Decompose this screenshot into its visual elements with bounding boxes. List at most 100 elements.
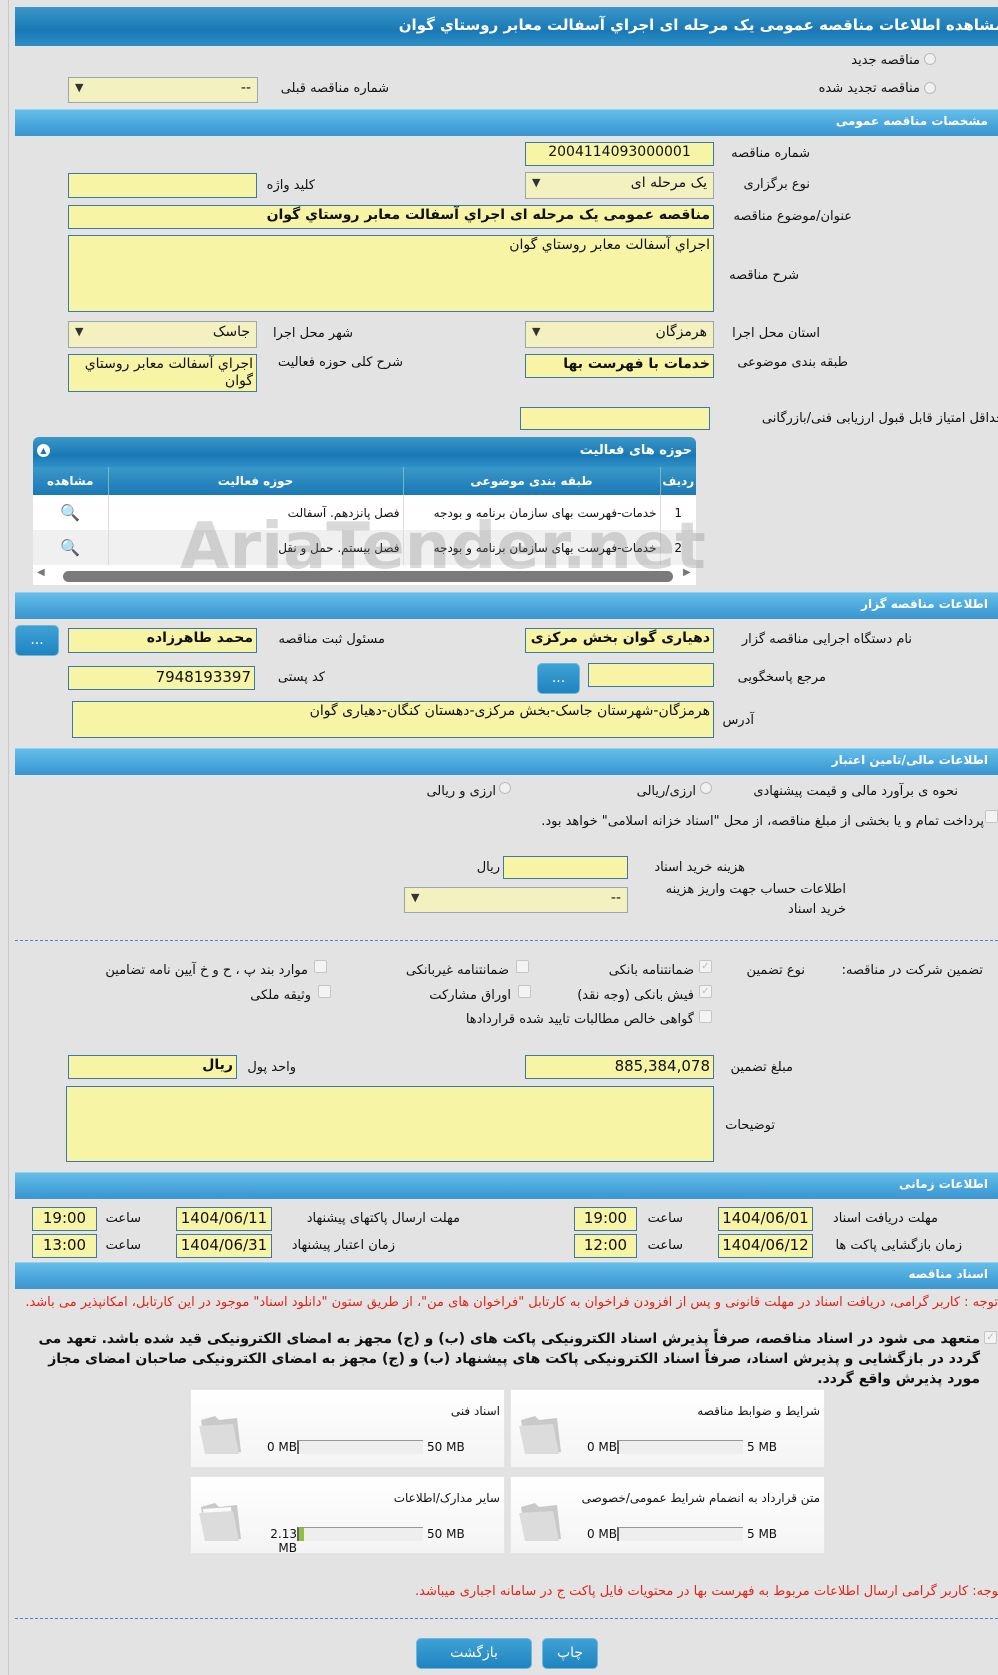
file-used: 0 MB — [586, 1440, 617, 1454]
organizer-header-text: اطلاعات مناقصه گزار — [861, 597, 988, 611]
file-card[interactable]: اسناد فنی 0 MB 50 MB — [190, 1389, 505, 1468]
row-category: خدمات-فهرست بهای سازمان برنامه و بودجه — [402, 495, 660, 530]
property-label: وثیقه ملکی — [250, 988, 311, 1003]
file-max: 50 MB — [427, 1440, 465, 1454]
chevron-down-icon: ▼ — [532, 325, 541, 338]
file-card[interactable]: متن قرارداد به انضمام شرایط عمومی/خصوصی … — [510, 1476, 825, 1554]
file-title: سایر مدارک/اطلاعات — [393, 1491, 500, 1505]
open-date[interactable]: 1404/06/12 — [718, 1234, 813, 1258]
page-border — [8, 0, 9, 1675]
back-button[interactable]: بازگشت — [416, 1638, 532, 1669]
category-label: طبقه بندی موضوعی — [737, 355, 848, 370]
doc-cost-field[interactable] — [503, 856, 628, 879]
renewed-tender-radio[interactable] — [924, 82, 936, 94]
watermark: AriaTender.net — [180, 510, 706, 584]
view-icon[interactable]: 🔍 — [60, 538, 81, 557]
rial-radio[interactable] — [700, 782, 712, 794]
documents-header-text: اسناد مناقصه — [908, 1267, 988, 1281]
table-row: 1 خدمات-فهرست بهای سازمان برنامه و بودجه… — [33, 495, 696, 530]
guarantee-title: تضمین شرکت در مناقصه: — [841, 963, 983, 978]
file-card[interactable]: شرایط و ضوابط مناقصه 0 MB 5 MB — [510, 1389, 825, 1468]
chevron-down-icon: ▼ — [532, 176, 541, 189]
description-textarea[interactable]: اجراي آسفالت معابر روستاي گوان — [68, 235, 714, 312]
validity-date[interactable]: 1404/06/31 — [176, 1234, 272, 1258]
postal-code-field[interactable]: 7948193397 — [68, 666, 255, 690]
address-field[interactable]: هرمزگان-شهرستان جاسک-بخش مرکزی-دهستان کن… — [72, 701, 714, 738]
file-title: متن قرارداد به انضمام شرایط عمومی/خصوصی — [581, 1491, 820, 1505]
province-select[interactable]: هرمزگان ▼ — [525, 321, 714, 348]
city-select[interactable]: جاسک ▼ — [68, 321, 257, 348]
file-usage-bar — [297, 1527, 423, 1541]
postal-code-label: کد پستی — [277, 670, 325, 685]
open-time[interactable]: 12:00 — [574, 1234, 637, 1258]
other-guarantee-checkbox[interactable] — [314, 960, 327, 973]
file-max: 5 MB — [747, 1440, 778, 1454]
validity-time[interactable]: 13:00 — [32, 1234, 97, 1258]
print-button[interactable]: چاپ — [542, 1638, 598, 1669]
min-score-field[interactable] — [520, 407, 710, 430]
tender-number-label: شماره مناقصه — [731, 146, 810, 161]
nonbank-guarantee-checkbox[interactable] — [516, 960, 529, 973]
currency-rial-option-label: ارزی و ریالی — [426, 784, 496, 799]
folder-icon — [519, 1503, 561, 1541]
guarantee-type-label: نوع تضمین — [746, 963, 805, 978]
currency-rial-radio[interactable] — [499, 782, 511, 794]
doc-receive-time[interactable]: 19:00 — [574, 1207, 637, 1231]
claims-certificate-checkbox[interactable] — [699, 1010, 712, 1023]
collapse-icon[interactable]: ▲ — [37, 444, 50, 457]
account-value: -- — [610, 890, 621, 906]
bank-guarantee-checkbox[interactable]: ✓ — [699, 960, 712, 973]
responsible-field[interactable]: محمد طاهرزاده — [68, 628, 257, 653]
documents-section-header: اسناد مناقصه — [15, 1262, 998, 1289]
treasury-checkbox[interactable] — [985, 810, 998, 823]
bonds-checkbox[interactable] — [518, 985, 531, 998]
submit-label: مهلت ارسال پاکتهای پیشنهاد — [306, 1211, 460, 1226]
view-icon[interactable]: 🔍 — [60, 503, 81, 522]
property-checkbox[interactable] — [318, 985, 331, 998]
description-label: شرح مناقصه — [729, 268, 799, 283]
scroll-left-arrow[interactable]: ◀ — [37, 567, 45, 578]
address-label: آدرس — [722, 713, 754, 728]
file-usage-bar — [617, 1440, 743, 1454]
doc-receive-date[interactable]: 1404/06/01 — [718, 1207, 813, 1231]
responsible-label: مسئول ثبت مناقصه — [278, 632, 385, 647]
category-field[interactable]: خدمات با فهرست بها — [525, 354, 714, 378]
row-index: 1 — [659, 495, 696, 530]
file-usage-bar — [617, 1527, 743, 1541]
prev-number-select[interactable]: -- ▼ — [68, 77, 258, 103]
subject-field[interactable]: مناقصه عمومی یک مرحله ای اجراي آسفالت مع… — [68, 205, 714, 229]
holding-type-select[interactable]: یک مرحله ای ▼ — [525, 172, 714, 199]
tender-number-field[interactable]: 2004114093000001 — [525, 142, 714, 166]
cash-receipt-checkbox[interactable]: ✓ — [699, 985, 712, 998]
guarantee-amount-field[interactable]: 885,384,078 — [525, 1055, 714, 1079]
new-tender-radio[interactable] — [924, 53, 936, 65]
divider — [15, 1618, 998, 1619]
city-value: جاسک — [212, 324, 250, 340]
notes-textarea[interactable] — [66, 1086, 714, 1162]
keyword-label: کلید واژه — [266, 178, 315, 193]
submit-time[interactable]: 19:00 — [32, 1207, 97, 1231]
row-activity: فصل پانزدهم. آسفالت — [107, 495, 403, 530]
currency-unit-field[interactable]: ریال — [68, 1055, 237, 1079]
table-row: 2 خدمات-فهرست بهای سازمان برنامه و بودجه… — [33, 530, 696, 565]
chevron-down-icon: ▼ — [75, 325, 84, 338]
col-index: ردیف — [659, 467, 696, 495]
horizontal-scrollbar[interactable] — [63, 571, 673, 582]
row-activity: فصل بیستم. حمل و نقل — [107, 530, 403, 565]
reference-field[interactable] — [588, 663, 714, 687]
file-card[interactable]: سایر مدارک/اطلاعات 2.13 MB 50 MB — [190, 1476, 505, 1555]
activity-desc-field[interactable]: اجراي آسفالت معابر روستاي گوان — [68, 354, 257, 392]
file-used: 0 MB — [266, 1440, 297, 1454]
reference-more-button[interactable]: ... — [537, 663, 580, 694]
commit-checkbox[interactable]: ✓ — [984, 1331, 997, 1344]
scroll-right-arrow[interactable]: ▶ — [683, 567, 691, 578]
keyword-field[interactable] — [68, 173, 257, 198]
rial-option-label: ارزی/ریالی — [636, 784, 696, 799]
other-guarantee-label: موارد بند پ ، ح و خ آیین نامه تضامین — [105, 963, 308, 978]
account-select[interactable]: -- ▼ — [404, 887, 628, 913]
organizer-field[interactable]: دهیاری گوان بخش مرکزی شهرستان جاسک — [525, 628, 714, 653]
reference-label: مرجع پاسخگویی — [737, 670, 826, 685]
page-title-text: مشاهده اطلاعات مناقصه عمومی یک مرحله ای … — [398, 16, 998, 34]
responsible-more-button[interactable]: ... — [15, 625, 59, 656]
submit-date[interactable]: 1404/06/11 — [176, 1207, 272, 1231]
